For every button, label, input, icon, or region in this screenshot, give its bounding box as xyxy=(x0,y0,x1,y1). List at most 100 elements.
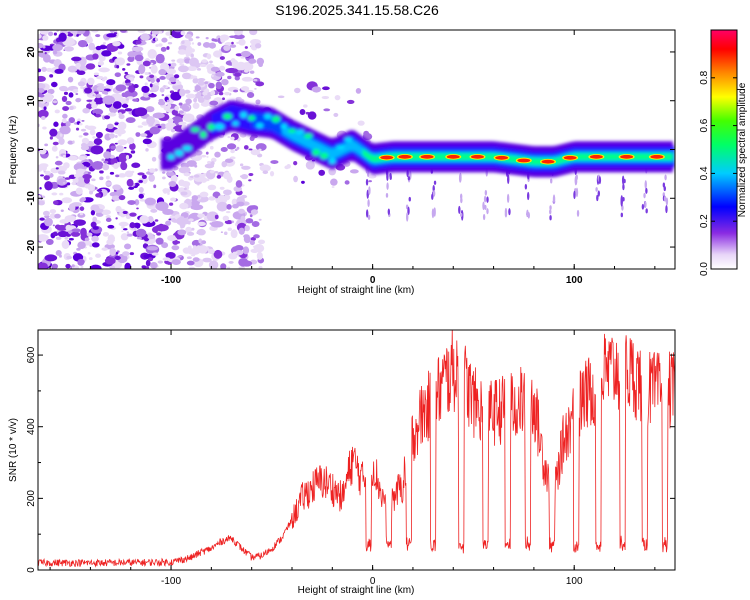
spectrogram-noise-blob xyxy=(179,216,185,219)
spectrogram-noise-blob xyxy=(258,62,263,68)
spectrogram-noise-blob xyxy=(223,45,231,51)
spectrogram-noise-blob xyxy=(229,156,236,160)
spectrogram-noise-blob xyxy=(38,33,42,39)
spectrogram-noise-blob xyxy=(126,233,133,237)
spectrogram-noise-blob xyxy=(145,148,149,152)
spectrogram-noise-blob xyxy=(44,170,51,176)
spectrogram-noise-blob xyxy=(255,99,261,105)
spectrogram-noise-blob xyxy=(111,195,121,202)
spectrogram-noise-blob xyxy=(208,260,219,269)
spectrogram-noise-blob xyxy=(227,227,232,231)
spectrogram-noise-blob xyxy=(311,86,322,93)
spectrogram-noise-blob xyxy=(172,239,179,245)
spectrogram-noise-blob xyxy=(165,31,172,36)
spectrogram-noise-blob xyxy=(193,174,200,178)
spectrogram-noise-blob xyxy=(140,33,150,41)
spectrogram-noise-blob xyxy=(208,196,216,201)
spectrogram-streak xyxy=(526,191,530,201)
spectrogram-peak xyxy=(620,154,634,159)
spectrogram-noise-blob xyxy=(59,133,63,137)
spectrogram-peak xyxy=(563,155,577,160)
spectrogram-noise-blob xyxy=(76,168,85,174)
spectrogram-noise-blob xyxy=(150,78,155,83)
spectrogram-noise-blob xyxy=(102,42,106,45)
spectrogram-noise-blob xyxy=(76,70,86,75)
spectrogram-streak xyxy=(598,176,602,185)
spectrogram-noise-blob xyxy=(148,93,157,98)
spectrogram-noise-blob xyxy=(226,204,232,210)
spectrogram-noise-blob xyxy=(201,240,207,245)
spectrogram-noise-blob xyxy=(125,117,136,124)
spectrogram-noise-blob xyxy=(138,180,143,183)
spectrogram-noise-blob xyxy=(349,169,359,174)
spectrogram-streak xyxy=(365,178,369,186)
spectrogram-noise-blob xyxy=(129,252,135,256)
spectrogram-streak xyxy=(549,215,552,221)
spectrogram-noise-blob xyxy=(77,241,86,249)
colorbar-frame xyxy=(710,29,738,270)
spectrogram-noise-blob xyxy=(157,260,164,264)
spectrogram-noise-blob xyxy=(70,30,78,34)
spectrogram-noise-blob xyxy=(153,184,157,189)
spectrogram-noise-blob xyxy=(96,83,105,87)
spectrogram-noise-blob xyxy=(54,224,61,230)
spectrogram-noise-blob xyxy=(251,221,260,228)
spectrogram-noise-blob xyxy=(253,245,258,249)
spectrogram-noise-blob xyxy=(166,126,172,131)
spectrogram-noise-blob xyxy=(206,53,212,60)
spectrogram-noise-blob xyxy=(130,150,136,154)
colorbar-tick-label: 0.8 xyxy=(699,70,710,84)
spectrogram-noise-blob xyxy=(180,181,191,187)
spectrogram-streak xyxy=(574,175,578,186)
spectrogram-streak xyxy=(365,209,369,218)
spectrogram-noise-blob xyxy=(210,161,215,166)
spectrogram-noise-blob xyxy=(75,127,80,131)
spectrogram-noise-blob xyxy=(161,37,168,43)
spectrogram-noise-blob xyxy=(212,50,223,58)
spectrogram-noise-blob xyxy=(368,180,372,183)
spectrogram-noise-blob xyxy=(63,162,70,169)
spectrogram-noise-blob xyxy=(178,110,184,114)
spectrogram-noise-blob xyxy=(225,210,231,214)
spectrogram-noise-blob xyxy=(248,179,252,182)
spectrogram-noise-blob xyxy=(46,67,53,72)
spectrogram-noise-blob xyxy=(192,245,197,249)
spectrogram-noise-blob xyxy=(41,66,47,72)
spectrogram-streak xyxy=(460,197,463,204)
spec-ytick-label: -10 xyxy=(26,191,37,206)
spectrogram-noise-blob xyxy=(154,219,159,222)
spectrogram-noise-blob xyxy=(189,115,194,120)
spectrogram-noise-blob xyxy=(109,171,115,175)
spectrogram-noise-blob xyxy=(137,125,143,128)
spectrogram-noise-blob xyxy=(81,120,85,122)
spectrogram-noise-blob xyxy=(135,228,147,238)
spectrogram-peak xyxy=(541,159,555,164)
spectrogram-streak xyxy=(664,174,667,181)
spectrogram-noise-blob xyxy=(79,212,84,216)
spectrogram-noise-blob xyxy=(124,243,132,250)
spectrogram-noise-blob xyxy=(149,83,153,88)
snr-xtick-label: -100 xyxy=(161,576,181,587)
spectrogram-noise-blob xyxy=(62,106,70,111)
spectrogram-noise-blob xyxy=(346,99,355,104)
spectrogram-noise-blob xyxy=(80,227,87,237)
spectrogram-noise-blob xyxy=(129,142,136,150)
spectrogram-noise-blob xyxy=(208,248,215,254)
spectrogram-noise-blob xyxy=(71,264,75,268)
spectrogram-streak xyxy=(484,189,488,196)
spectrogram-noise-blob xyxy=(218,91,224,96)
spectrogram-noise-blob xyxy=(52,100,58,104)
spectrogram-noise-blob xyxy=(112,101,122,109)
spectrogram-noise-blob xyxy=(170,174,178,183)
spectrogram-noise-blob xyxy=(65,224,72,231)
spectrogram-noise-blob xyxy=(241,165,251,170)
spectrogram-noise-blob xyxy=(211,74,214,78)
spectrogram-noise-blob xyxy=(101,209,111,215)
spectrogram-noise-blob xyxy=(224,91,231,96)
spectrogram-noise-blob xyxy=(244,46,248,49)
spectrogram-noise-blob xyxy=(186,231,195,236)
spectrogram-noise-blob xyxy=(107,224,115,229)
spectrogram-noise-blob xyxy=(224,158,234,163)
spectrogram-noise-blob xyxy=(87,184,96,191)
spectrogram-noise-blob xyxy=(66,182,71,186)
